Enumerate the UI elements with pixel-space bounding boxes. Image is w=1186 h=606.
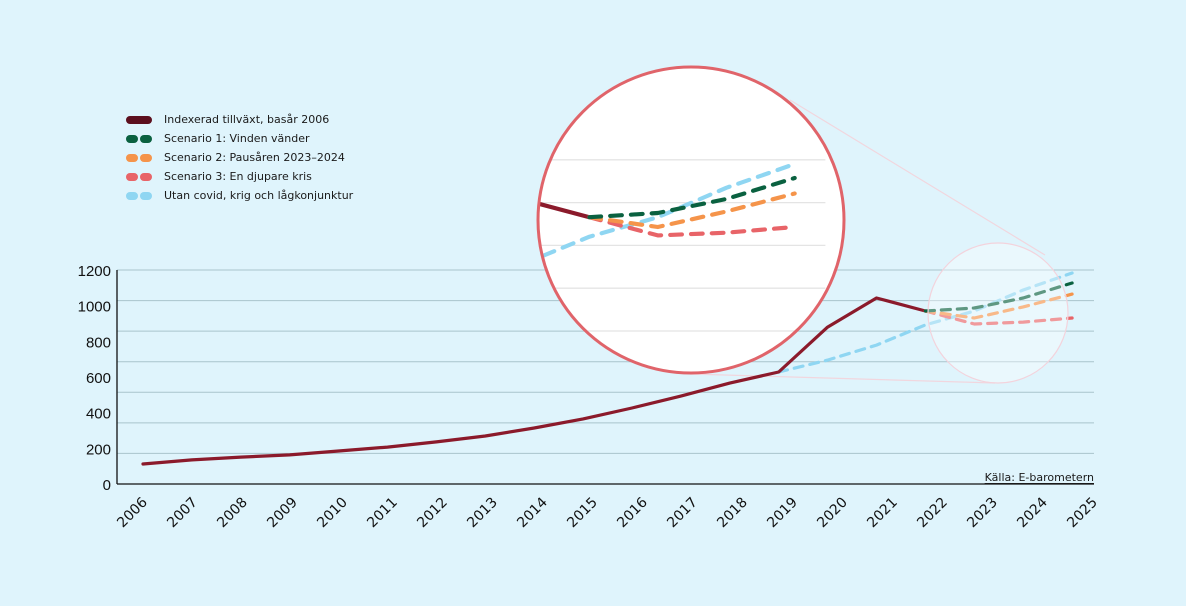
y-tick-label: 800	[86, 334, 111, 351]
x-tick-label: 2011	[364, 495, 401, 532]
source-note: Källa: E-barometern	[984, 471, 1094, 484]
x-tick-label: 2007	[164, 495, 201, 532]
legend-swatch-dashed	[126, 134, 152, 143]
x-tick-label: 2025	[1064, 495, 1101, 532]
series-line-scenario-3	[923, 309, 1074, 326]
series-line-actual	[141, 296, 927, 466]
legend-item: Utan covid, krig och lågkonjunktur	[126, 186, 353, 205]
x-tick-label: 2009	[264, 495, 301, 532]
legend-swatch-dashed	[126, 153, 152, 162]
legend-swatch-dashed	[126, 191, 152, 200]
x-tick-label: 2010	[314, 495, 351, 532]
legend-item: Scenario 2: Pausåren 2023–2024	[126, 148, 353, 167]
y-tick-label: 1000	[78, 299, 111, 316]
magnifier-focus-area	[927, 242, 1069, 384]
legend-label: Scenario 3: En djupare kris	[164, 170, 312, 183]
x-tick-label: 2014	[514, 494, 551, 531]
x-axis-ticks: 2006 2007 2008 2009 2010 2011 2012 2013 2014 2015…	[114, 494, 1101, 531]
legend-label: Scenario 1: Vinden vänder	[164, 132, 310, 145]
x-tick-label: 2020	[814, 495, 851, 532]
legend-swatch-dashed	[126, 172, 152, 181]
x-tick-label: 2022	[914, 495, 951, 532]
focus-circle	[927, 242, 1069, 384]
x-tick-label: 2012	[414, 495, 451, 532]
legend-label: Utan covid, krig och lågkonjunktur	[164, 189, 354, 202]
series-line-scenario-1	[587, 175, 797, 220]
y-tick-label: 200	[86, 441, 111, 458]
axes	[116, 270, 1094, 485]
x-tick-label: 2017	[664, 495, 701, 532]
connector-line	[789, 99, 1046, 256]
x-tick-label: 2021	[864, 495, 901, 532]
y-tick-label: 600	[86, 370, 111, 387]
legend: Indexerad tillväxt, basår 2006 Scenario …	[126, 110, 353, 205]
magnifier-ring	[536, 65, 846, 375]
series-line-scenario-2	[923, 292, 1074, 320]
y-axis-ticks: 1200 1000 800 600 400 200 0	[78, 263, 111, 494]
x-tick-label: 2024	[1014, 494, 1051, 531]
legend-swatch-solid	[126, 115, 152, 124]
x-tick-label: 2019	[764, 495, 801, 532]
x-tick-label: 2013	[464, 495, 501, 532]
connector-line	[689, 373, 996, 384]
x-tick-label: 2015	[564, 495, 601, 532]
legend-label: Scenario 2: Pausåren 2023–2024	[164, 151, 345, 164]
x-tick-label: 2008	[214, 495, 251, 532]
legend-item: Scenario 3: En djupare kris	[126, 167, 353, 186]
y-tick-label: 1200	[78, 263, 111, 280]
series-line-scenario-3	[587, 215, 797, 238]
series-line-scenario-1	[923, 281, 1074, 313]
series-lines	[141, 271, 1074, 466]
x-tick-label: 2018	[714, 495, 751, 532]
magnifier-connectors	[689, 99, 1046, 384]
legend-item: Scenario 1: Vinden vänder	[126, 129, 353, 148]
y-tick-label: 400	[86, 406, 111, 423]
magnifier-content	[538, 159, 826, 373]
legend-item: Indexerad tillväxt, basår 2006	[126, 110, 353, 129]
series-line-scenario-2	[587, 191, 797, 230]
series-line-baseline	[538, 161, 797, 305]
x-tick-label: 2016	[614, 494, 651, 531]
x-tick-label: 2006	[114, 494, 151, 531]
series-line-baseline	[777, 271, 1074, 374]
legend-label: Indexerad tillväxt, basår 2006	[164, 113, 330, 126]
x-tick-label: 2023	[964, 495, 1001, 532]
magnifier-lens	[536, 65, 846, 375]
y-tick-label: 0	[103, 477, 111, 494]
